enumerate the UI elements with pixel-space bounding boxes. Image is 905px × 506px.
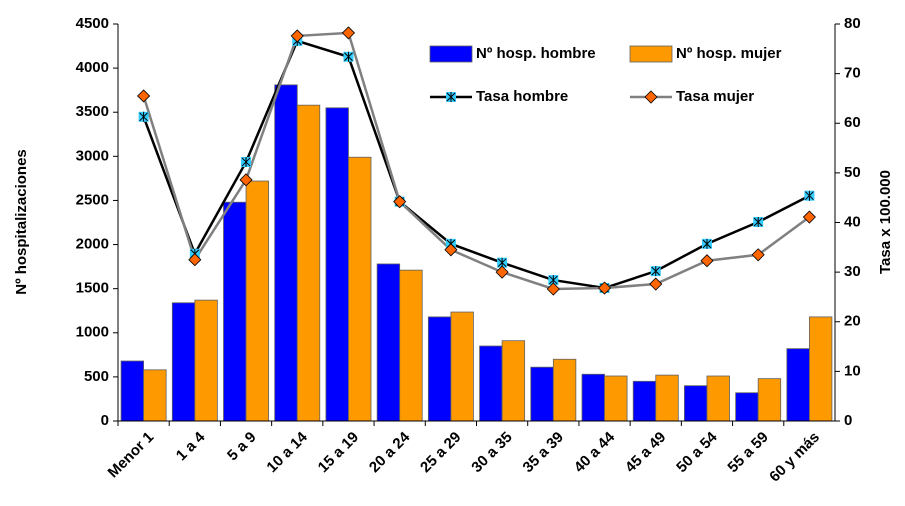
marker-star	[344, 51, 353, 62]
bar	[479, 345, 503, 422]
marker	[188, 253, 202, 267]
marker	[341, 26, 356, 40]
line	[142, 39, 810, 290]
marker	[700, 254, 714, 268]
bar	[325, 107, 349, 422]
legend-label: Tasa mujer	[676, 88, 754, 105]
bar	[757, 378, 782, 422]
y-tick-label: 3000	[76, 147, 109, 164]
marker-star	[446, 92, 456, 102]
bar	[245, 180, 269, 422]
bar	[808, 316, 833, 422]
bar	[296, 104, 321, 422]
marker	[802, 210, 816, 224]
bar	[223, 201, 247, 422]
marker-star	[139, 111, 148, 122]
y-tick-label: 1000	[76, 324, 109, 341]
x-tick-label: 15 a 19	[315, 429, 362, 476]
y2-tick-label: 60	[844, 114, 861, 131]
y2-tick-label: 0	[844, 412, 852, 429]
y-tick-label: 2500	[76, 191, 109, 208]
bar	[581, 373, 605, 422]
y-tick-label: 1500	[76, 280, 109, 297]
x-tick-label: 30 a 35	[468, 429, 515, 476]
y2-tick-label: 30	[844, 263, 861, 280]
legend-label: Nº hosp. mujer	[676, 45, 782, 62]
marker	[137, 89, 151, 103]
marker	[495, 265, 509, 279]
bar	[143, 369, 167, 422]
y2-tick-label: 10	[844, 362, 861, 379]
bar	[706, 375, 730, 422]
y-tick-label: 500	[84, 368, 109, 385]
y2-axis-label: Tasa x 100.000	[877, 170, 894, 274]
bar	[655, 374, 679, 422]
y-tick-label: 4500	[76, 15, 109, 32]
bar	[274, 84, 298, 422]
bar	[427, 316, 452, 422]
bar	[171, 302, 196, 422]
x-tick-label: 35 a 39	[520, 429, 567, 476]
y2-tick-label: 40	[844, 213, 861, 230]
y-tick-label: 0	[101, 412, 109, 429]
marker	[644, 90, 658, 104]
x-tick-label: 40 a 44	[571, 428, 619, 476]
y-tick-label: 4000	[76, 59, 109, 76]
marker-star	[805, 190, 814, 201]
bar	[604, 375, 628, 422]
marker	[649, 277, 663, 291]
bar	[120, 360, 145, 422]
marker	[597, 281, 612, 295]
line	[142, 31, 811, 291]
x-tick-label: 55 a 59	[724, 429, 771, 476]
bar	[735, 392, 759, 422]
y2-tick-label: 50	[844, 164, 861, 181]
marker	[546, 282, 560, 296]
bar	[632, 380, 657, 422]
marker	[393, 195, 407, 209]
marker	[751, 248, 765, 262]
y2-tick-label: 70	[844, 65, 861, 82]
bar	[501, 340, 526, 422]
bar	[376, 263, 401, 422]
y-axis-label: Nº hospitalizaciones	[13, 149, 30, 295]
y2-tick-label: 80	[844, 15, 861, 32]
x-tick-label: 45 a 49	[622, 429, 669, 476]
x-tick-label: Menor 1	[105, 429, 158, 482]
legend-label: Nº hosp. hombre	[476, 45, 596, 62]
legend-swatch	[629, 45, 673, 63]
marker-star	[651, 266, 661, 277]
x-tick-label: 5 a 9	[224, 429, 260, 465]
x-tick-label: 50 a 54	[673, 428, 721, 476]
marker	[290, 29, 304, 43]
y-tick-label: 2000	[76, 236, 109, 253]
marker-star	[753, 217, 763, 228]
marker-star	[241, 156, 251, 167]
y-tick-label: 3500	[76, 103, 109, 120]
bar	[786, 348, 810, 422]
legend-swatch	[429, 45, 473, 63]
bar	[194, 299, 218, 422]
marker	[444, 243, 458, 257]
marker-star	[702, 238, 712, 249]
x-tick-label: 60 y más	[766, 429, 823, 486]
bar	[684, 385, 708, 422]
legend-label: Tasa hombre	[476, 88, 568, 105]
x-tick-label: 20 a 24	[366, 428, 414, 476]
y2-tick-label: 20	[844, 313, 861, 330]
marker	[239, 173, 253, 187]
bar	[530, 366, 554, 422]
x-tick-label: 10 a 14	[263, 428, 311, 476]
bar	[399, 269, 423, 422]
x-tick-label: 1 a 4	[173, 428, 209, 464]
bar	[450, 311, 474, 422]
x-tick-label: 25 a 29	[417, 429, 464, 476]
bar	[348, 156, 372, 422]
bar	[552, 358, 577, 422]
